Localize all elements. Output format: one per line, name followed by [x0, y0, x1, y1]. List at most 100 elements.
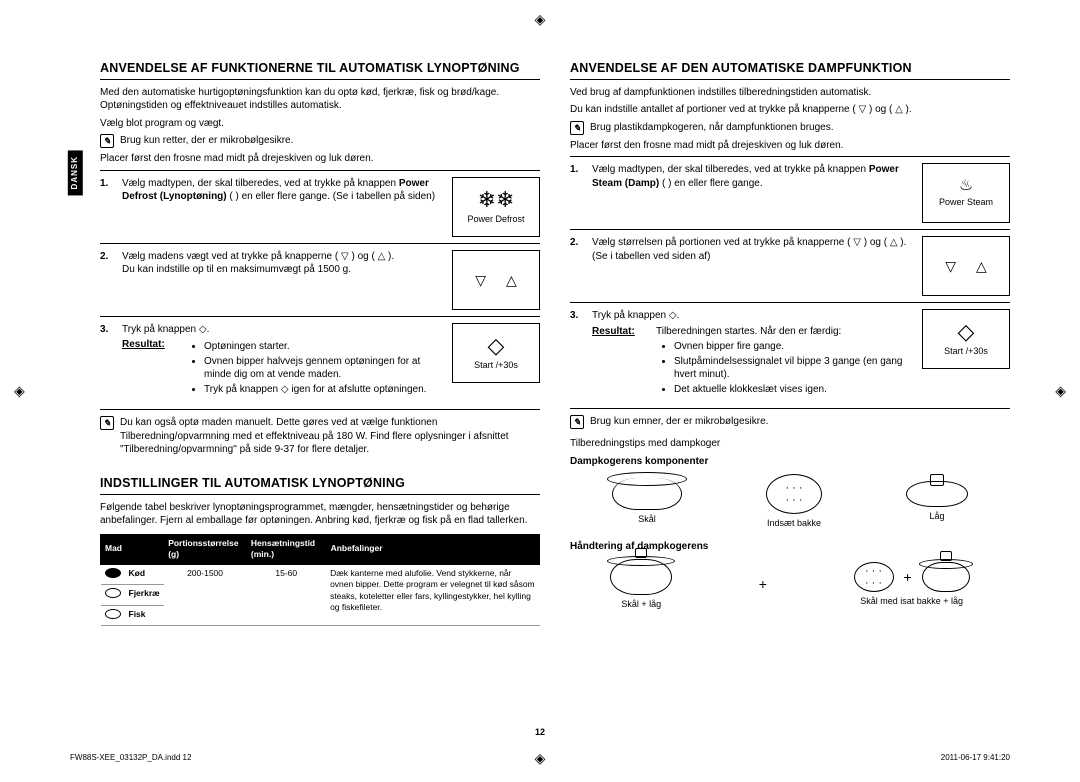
note-text: Brug kun emner, der er mikrobølgesikre. — [590, 415, 768, 429]
list-item: Tryk på knappen ◇ igen for at afslutte o… — [204, 383, 444, 397]
steam-tips: Tilberedningstips med dampkoger — [570, 437, 1010, 451]
btn-label: Power Steam — [939, 196, 993, 208]
footer-file: FW88S-XEE_03132P_DA.indd 12 — [70, 753, 191, 764]
tray-sm-icon — [854, 562, 894, 592]
step-2-text: Vælg størrelsen på portionen ved at tryk… — [592, 236, 914, 263]
result-lead: Tilberedningen startes. Når den er færdi… — [656, 326, 841, 337]
page-number: 12 — [535, 726, 545, 738]
power-steam-button: ♨ Power Steam — [922, 163, 1010, 223]
rec-cell: Dæk kanterne med alufolie. Vend stykkern… — [326, 564, 539, 625]
list-item: Ovnen bipper fire gange. — [674, 340, 914, 354]
handle-label: Skål + låg — [621, 598, 661, 610]
note-microwave-safe-2: ✎ Brug kun emner, der er mikrobølgesikre… — [570, 408, 1010, 429]
handling-row: Skål + låg + + Skål med isat bakke + låg — [570, 559, 1010, 610]
defrost-icon: ❄❄ — [478, 189, 515, 211]
steam-place: Placer først den frosne mad midt på drej… — [570, 139, 1010, 153]
step-num: 3. — [570, 309, 584, 323]
step-num: 1. — [570, 163, 584, 177]
heading-defrost: ANVENDELSE AF FUNKTIONERNE TIL AUTOMATIS… — [100, 60, 540, 80]
step-3-text: Tryk på knappen ◇. Resultat: Tilberednin… — [592, 309, 914, 398]
lid-icon — [906, 481, 968, 507]
bowl-lid-sm-icon — [922, 562, 970, 592]
plus-icon: + — [898, 568, 918, 587]
food-poultry: Fjerkræ — [125, 585, 164, 605]
heading-settings: INDSTILLINGER TIL AUTOMATISK LYNOPTØNING — [100, 475, 540, 495]
note-text: Brug kun retter, der er mikrobølgesikre. — [120, 134, 293, 148]
step-2-steam: 2. Vælg størrelsen på portionen ved at t… — [570, 229, 1010, 302]
step-2: 2. Vælg madens vægt ved at trykke på kna… — [100, 243, 540, 316]
meat-icon — [105, 568, 121, 578]
list-item: Optøningen starter. — [204, 340, 444, 354]
th-food: Mad — [101, 534, 164, 564]
footer: FW88S-XEE_03132P_DA.indd 12 2011-06-17 9… — [70, 753, 1010, 764]
comp-label: Skål — [638, 513, 656, 525]
power-defrost-button: ❄❄ Power Defrost — [452, 177, 540, 237]
right-column: ANVENDELSE AF DEN AUTOMATISKE DAMPFUNKTI… — [570, 60, 1010, 626]
table-row: Kød 200-1500 15-60 Dæk kanterne med aluf… — [101, 564, 540, 584]
step-num: 2. — [570, 236, 584, 250]
note-plastic-steamer: ✎ Brug plastikdampkogeren, når dampfunkt… — [570, 121, 1010, 135]
step-num: 1. — [100, 177, 114, 191]
th-rec: Anbefalinger — [326, 534, 539, 564]
step-3: 3. Tryk på knappen ◇. Resultat: Optøning… — [100, 316, 540, 406]
list-item: Ovnen bipper halvvejs gennem optøningen … — [204, 355, 444, 382]
btn-label: Start /+30s — [474, 359, 518, 371]
steam-intro-2: Du kan indstille antallet af portioner v… — [570, 103, 1010, 117]
food-meat: Kød — [125, 564, 164, 584]
step-1-text: Vælg madtypen, der skal tilberedes, ved … — [592, 163, 914, 190]
arrows-icon: ▽△ — [945, 259, 987, 273]
note-icon: ✎ — [570, 415, 584, 429]
result-list: Ovnen bipper fire gange. Slutpåmindelses… — [656, 340, 914, 396]
note-manual-defrost: ✎ Du kan også optø maden manuelt. Dette … — [100, 409, 540, 457]
weight-arrows: ▽△ — [452, 250, 540, 310]
defrost-intro-1: Med den automatiske hurtigoptøningsfunkt… — [100, 86, 540, 113]
btn-label: Power Defrost — [467, 213, 524, 225]
steam-icon: ♨ — [959, 178, 973, 194]
step-3-steam: 3. Tryk på knappen ◇. Resultat: Tilbered… — [570, 302, 1010, 404]
comp-tray: Indsæt bakke — [766, 474, 822, 529]
step-num: 3. — [100, 323, 114, 337]
btn-label: Start /+30s — [944, 345, 988, 357]
start-icon: ◇ — [488, 335, 505, 357]
left-column: ANVENDELSE AF FUNKTIONERNE TIL AUTOMATIS… — [100, 60, 540, 626]
handle-label: Skål med isat bakke + låg — [860, 595, 963, 607]
note-microwave-safe: ✎ Brug kun retter, der er mikrobølgesikr… — [100, 134, 540, 148]
comp-label: Låg — [929, 510, 944, 522]
result-label: Resultat: — [122, 338, 174, 399]
portion-arrows: ▽△ — [922, 236, 1010, 296]
page-content: ANVENDELSE AF FUNKTIONERNE TIL AUTOMATIS… — [0, 0, 1080, 666]
handle-bowl-lid: Skål + låg — [610, 559, 672, 610]
arrows-icon: ▽△ — [475, 273, 517, 287]
step-3-text: Tryk på knappen ◇. Resultat: Optøningen … — [122, 323, 444, 400]
start-button: ◇ Start /+30s — [452, 323, 540, 383]
components-heading: Dampkogerens komponenter — [570, 455, 1010, 469]
comp-label: Indsæt bakke — [767, 517, 821, 529]
list-item: Det aktuelle klokkeslæt vises igen. — [674, 383, 914, 397]
th-stand: Hensætningstid (min.) — [246, 534, 326, 564]
reg-mark-left: ◈ — [14, 382, 25, 401]
step-1: 1. Vælg madtypen, der skal tilberedes, v… — [100, 170, 540, 243]
step-2-text: Vælg madens vægt ved at trykke på knappe… — [122, 250, 444, 277]
note-icon: ✎ — [100, 134, 114, 148]
bowl-icon — [612, 478, 682, 510]
heading-steam: ANVENDELSE AF DEN AUTOMATISKE DAMPFUNKTI… — [570, 60, 1010, 80]
plus-icon: + — [753, 575, 773, 594]
components-row: Skål Indsæt bakke Låg — [570, 474, 1010, 529]
food-fish: Fisk — [125, 605, 164, 625]
list-item: Slutpåmindelsessignalet vil bippe 3 gang… — [674, 355, 914, 382]
steam-intro-1: Ved brug af dampfunktionen indstilles ti… — [570, 86, 1010, 100]
note-text: Du kan også optø maden manuelt. Dette gø… — [120, 416, 540, 457]
start-button-steam: ◇ Start /+30s — [922, 309, 1010, 369]
comp-bowl: Skål — [612, 478, 682, 525]
footer-date: 2011-06-17 9:41:20 — [941, 753, 1010, 764]
step-1-text: Vælg madtypen, der skal tilberedes, ved … — [122, 177, 444, 204]
defrost-place: Placer først den frosne mad midt på drej… — [100, 152, 540, 166]
result-list: Optøningen starter. Ovnen bipper halvvej… — [186, 340, 444, 397]
defrost-table: Mad Portionsstørrelse (g) Hensætningstid… — [100, 534, 540, 626]
reg-mark-top: ◈ — [535, 10, 546, 29]
handle-bowl-tray-lid: + Skål med isat bakke + låg — [854, 562, 970, 607]
tray-icon — [766, 474, 822, 514]
step-num: 2. — [100, 250, 114, 264]
fish-icon — [105, 609, 121, 619]
reg-mark-right: ◈ — [1055, 382, 1066, 401]
